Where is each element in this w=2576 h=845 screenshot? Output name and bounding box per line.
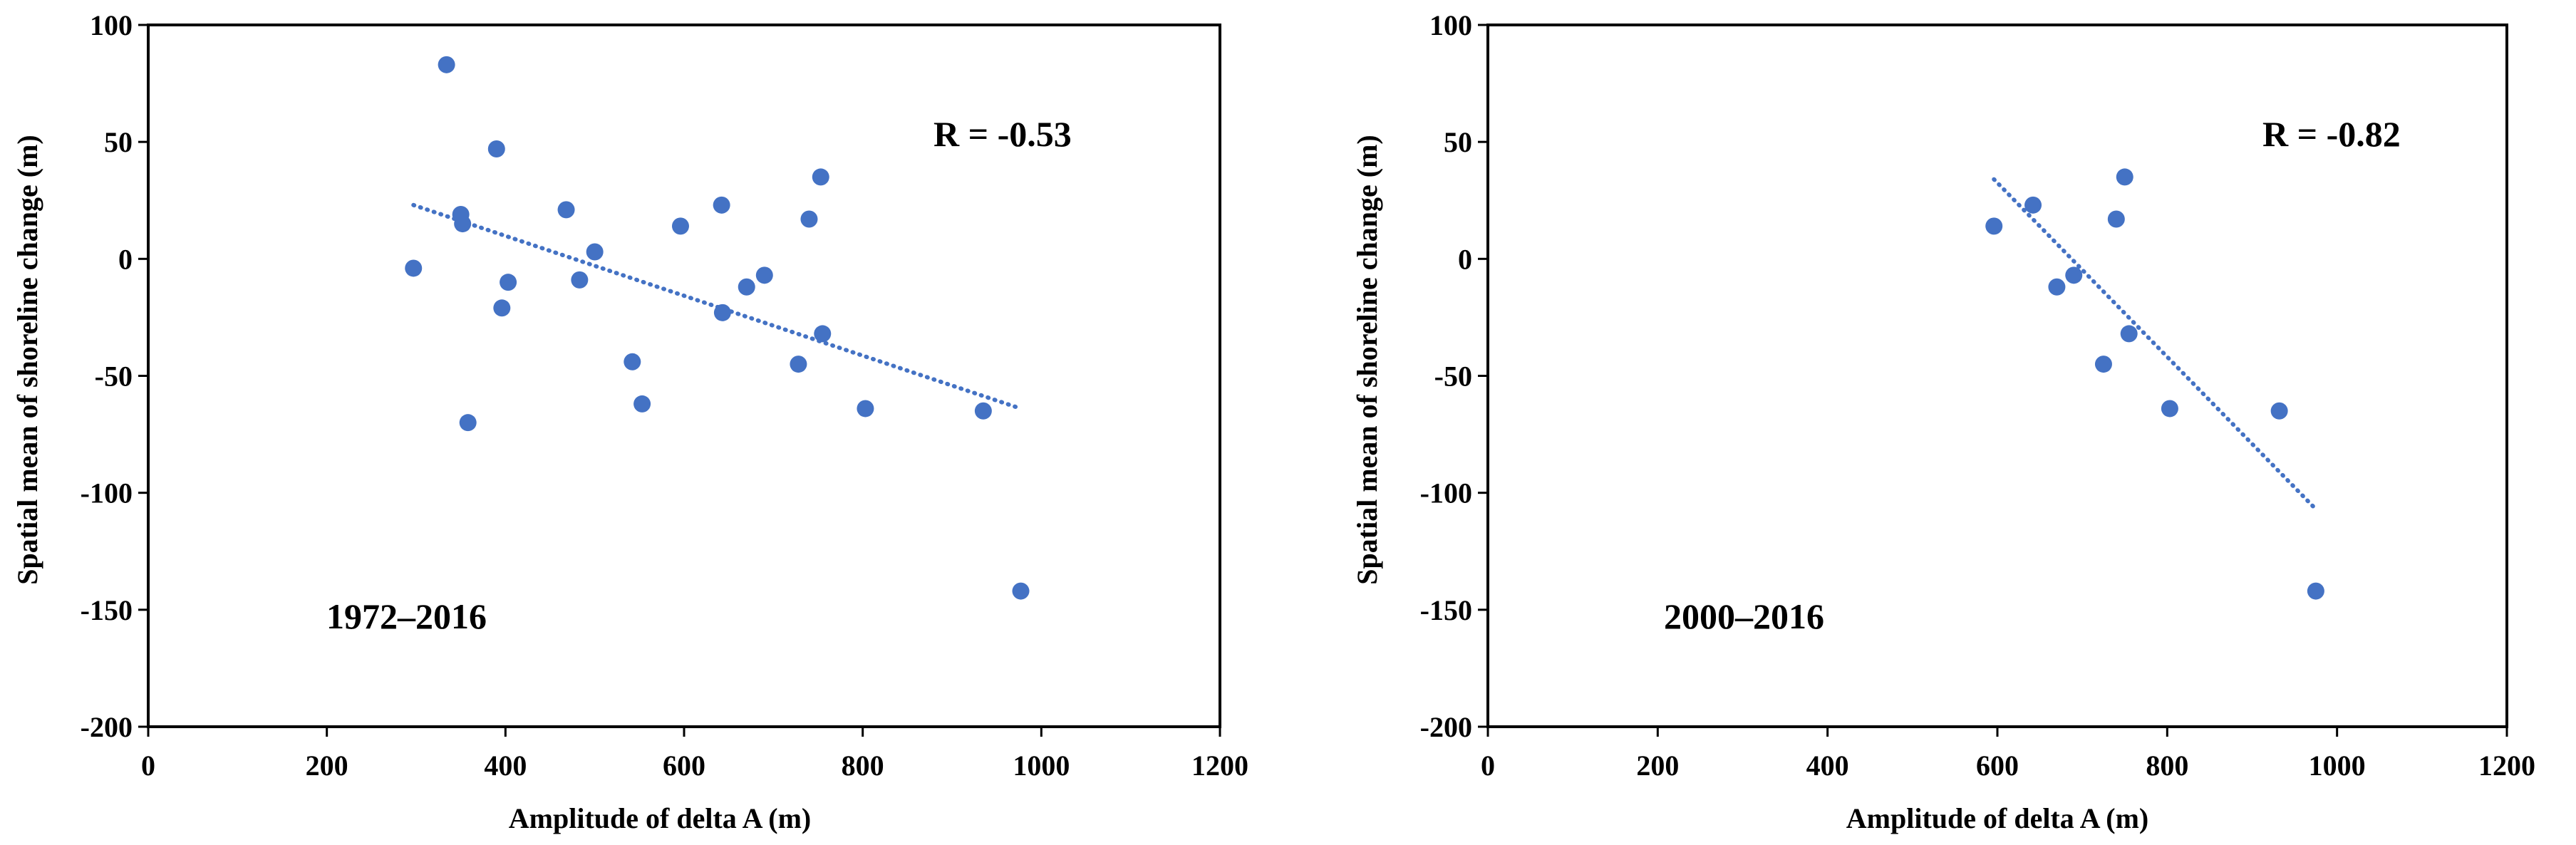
left-data-point (671, 217, 689, 235)
left-data-point (800, 210, 818, 228)
left-data-point (459, 414, 477, 432)
left-period-annotation: 1972–2016 (326, 596, 487, 636)
left-data-point (755, 266, 773, 284)
left-x-tick-label: 1200 (1191, 750, 1248, 782)
right-data-point (2048, 278, 2066, 296)
right-data-point (2307, 582, 2324, 600)
right-data-point (1985, 217, 2003, 235)
left-data-point (405, 259, 423, 277)
left-x-tick-label: 0 (141, 750, 155, 782)
right-x-tick-label: 0 (1481, 750, 1495, 782)
left-y-tick-label: 100 (90, 9, 133, 41)
right-x-tick-label: 400 (1806, 750, 1849, 782)
left-data-point (633, 395, 651, 413)
right-y-tick-label: -50 (1434, 361, 1472, 393)
left-data-point (557, 201, 575, 219)
left-data-point (438, 56, 455, 73)
right-y-tick-label: 0 (1458, 243, 1472, 275)
right-y-axis-label-group: Spatial mean of shoreline change (m) (1351, 135, 1383, 584)
right-data-point (2120, 325, 2138, 343)
right-data-point (2270, 402, 2288, 420)
right-y-tick-label: 50 (1444, 126, 1472, 158)
left-data-point (713, 304, 731, 321)
left-x-tick-label: 800 (842, 750, 884, 782)
right-x-tick-label: 800 (2146, 750, 2188, 782)
left-y-axis-label: Spatial mean of shoreline change (m) (11, 135, 43, 584)
left-data-point (1012, 582, 1030, 600)
left-x-tick-label: 200 (306, 750, 348, 782)
right-x-tick-label: 200 (1636, 750, 1679, 782)
right-y-tick-label: -100 (1420, 477, 1472, 509)
right-data-point (2065, 266, 2083, 284)
left-data-point (500, 274, 517, 291)
left-data-point (812, 168, 829, 186)
right-r-annotation: R = -0.82 (2262, 114, 2401, 154)
left-data-point (571, 271, 589, 289)
left-r-annotation: R = -0.53 (933, 114, 1072, 154)
right-period-annotation: 2000–2016 (1664, 596, 1824, 636)
right-x-tick-label: 600 (1976, 750, 2019, 782)
right-data-point (2107, 210, 2125, 228)
right-y-axis-label: Spatial mean of shoreline change (m) (1351, 135, 1383, 584)
right-data-point (2116, 168, 2133, 186)
left-data-point (974, 402, 992, 420)
right-data-point (2161, 400, 2178, 418)
left-y-tick-label: 0 (118, 243, 133, 275)
right-x-tick-label: 1200 (2478, 750, 2535, 782)
left-x-tick-label: 1000 (1013, 750, 1070, 782)
right-y-tick-label: 100 (1429, 9, 1472, 41)
left-y-tick-label: -100 (81, 477, 133, 509)
left-y-tick-label: -50 (95, 361, 133, 393)
left-x-tick-label: 600 (663, 750, 705, 782)
left-y-tick-label: -200 (81, 711, 133, 743)
right-y-tick-label: -200 (1420, 711, 1472, 743)
left-data-point (487, 140, 505, 158)
left-y-axis-label-group: Spatial mean of shoreline change (m) (11, 135, 43, 584)
left-data-point (857, 400, 874, 418)
panel-right: Spatial mean of shoreline change (m) Amp… (1351, 9, 2535, 834)
right-x-tick-label: 1000 (2309, 750, 2366, 782)
right-data-point (2094, 356, 2112, 373)
left-y-tick-label: 50 (104, 126, 133, 158)
left-data-point (493, 299, 511, 317)
left-data-point (713, 196, 730, 214)
right-y-tick-label: -150 (1420, 594, 1472, 626)
left-y-tick-label: -150 (81, 594, 133, 626)
right-x-axis-label: Amplitude of delta A (m) (1846, 802, 2148, 834)
left-data-point (814, 325, 832, 343)
panel-left: Spatial mean of shoreline change (m) Amp… (11, 9, 1248, 834)
left-data-point (738, 278, 755, 296)
left-data-point (454, 215, 472, 233)
right-data-point (2024, 196, 2042, 214)
left-data-point (586, 243, 604, 261)
left-x-axis-label: Amplitude of delta A (m) (509, 802, 811, 834)
right-trendline (1992, 177, 2318, 512)
left-data-point (624, 353, 641, 370)
left-x-tick-label: 400 (484, 750, 527, 782)
left-data-point (790, 356, 807, 373)
